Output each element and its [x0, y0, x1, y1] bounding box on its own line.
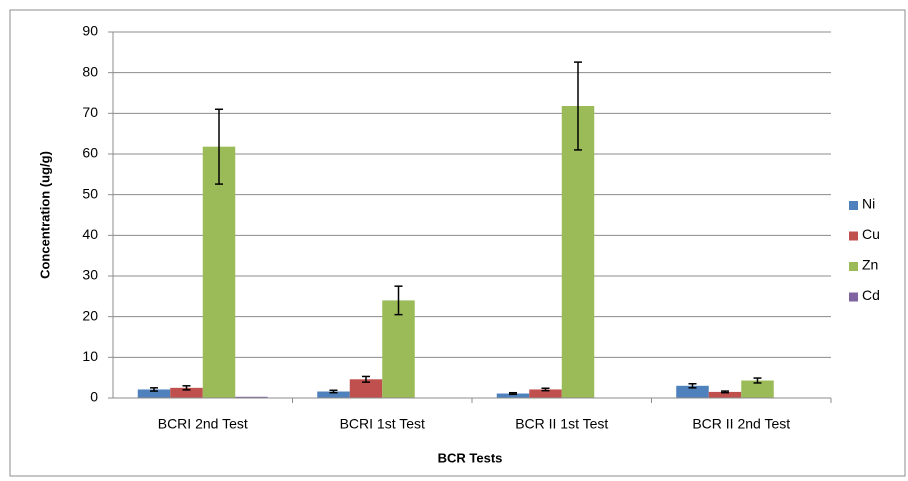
error-bar — [394, 285, 403, 316]
bar — [317, 391, 350, 398]
bar — [137, 389, 171, 398]
legend-swatch — [849, 201, 858, 210]
x-tick-label: BCRI 2nd Test — [158, 416, 248, 432]
legend-label: Ni — [862, 196, 875, 212]
y-tick-label: 80 — [82, 63, 98, 79]
bar — [561, 106, 595, 398]
bar — [382, 300, 415, 398]
chart-border — [9, 9, 906, 477]
bar — [529, 389, 562, 398]
error-bar — [182, 385, 191, 391]
error-bar — [362, 375, 370, 383]
y-tick-label: 10 — [82, 348, 98, 364]
y-tick-label: 40 — [82, 226, 98, 242]
y-tick-label: 90 — [82, 23, 98, 39]
x-tick-label: BCR II 2nd Test — [692, 416, 790, 432]
bar — [170, 387, 203, 398]
bar — [235, 396, 268, 398]
error-bar — [215, 108, 223, 185]
legend-swatch — [849, 231, 858, 241]
legend-swatch — [849, 262, 858, 271]
error-bar — [753, 377, 762, 384]
legend-swatch — [849, 292, 858, 302]
legend-label: Zn — [862, 257, 878, 273]
error-bar — [329, 389, 338, 394]
bar — [676, 385, 709, 398]
y-tick-label: 50 — [82, 185, 98, 201]
legend-label: Cu — [862, 226, 880, 242]
bar — [349, 379, 383, 398]
error-bar — [541, 387, 550, 392]
error-bar — [721, 390, 729, 394]
y-tick-label: 20 — [82, 307, 98, 323]
y-axis-label: Concentration (ug/g) — [37, 151, 52, 279]
error-bar — [150, 387, 158, 392]
bar — [741, 380, 774, 398]
bar — [708, 391, 742, 398]
x-tick-label: BCR II 1st Test — [515, 416, 608, 432]
error-bar — [574, 61, 582, 151]
x-tick-label: BCRI 1st Test — [340, 416, 425, 432]
error-bar — [688, 383, 697, 389]
y-tick-label: 60 — [82, 145, 98, 161]
y-tick-label: 0 — [90, 389, 98, 405]
bar — [202, 146, 236, 398]
bar — [496, 393, 530, 398]
error-bar — [509, 391, 517, 396]
legend-label: Cd — [862, 287, 880, 303]
y-tick-label: 30 — [82, 267, 98, 283]
y-tick-label: 70 — [82, 104, 98, 120]
x-axis-label: BCR Tests — [438, 450, 503, 465]
